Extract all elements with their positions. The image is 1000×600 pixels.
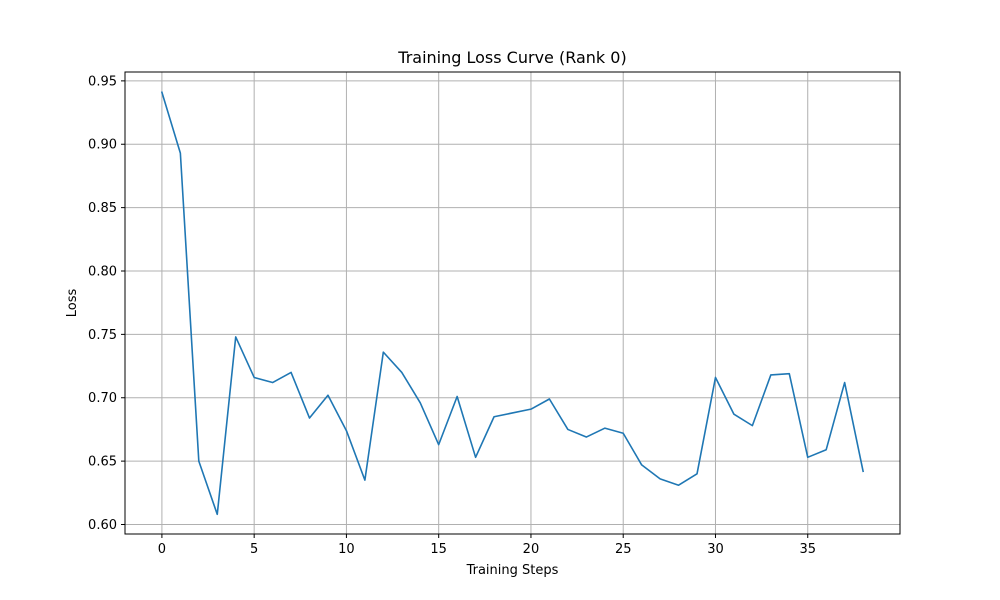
grid [125,72,900,534]
y-tick-label: 0.70 [88,391,117,406]
y-tick-label: 0.80 [88,264,117,279]
y-tick-label: 0.60 [88,518,117,533]
x-axis-label: Training Steps [466,563,559,578]
plot-frame [124,71,901,535]
x-tick-label: 15 [430,542,447,557]
loss-series-line [160,91,865,516]
y-tick-label: 0.75 [88,328,117,343]
chart-title: Training Loss Curve (Rank 0) [397,48,626,67]
x-tick-label: 30 [707,542,724,557]
y-tick-label: 0.90 [88,138,117,153]
y-tick-label: 0.95 [88,74,117,89]
x-tick-label: 25 [615,542,632,557]
x-axis-ticks: 0 5 10 15 20 25 30 35 [158,534,816,557]
y-tick-label: 0.65 [88,455,117,470]
x-tick-label: 0 [158,542,166,557]
series-layer [160,91,865,516]
y-tick-label: 0.85 [88,201,117,216]
x-tick-label: 10 [338,542,355,557]
x-tick-label: 35 [799,542,816,557]
y-axis-label: Loss [65,289,80,318]
y-axis-ticks: 0.60 0.65 0.70 0.75 0.80 0.85 0.90 0.95 [88,74,125,533]
x-tick-label: 5 [250,542,258,557]
x-tick-label: 20 [523,542,540,557]
